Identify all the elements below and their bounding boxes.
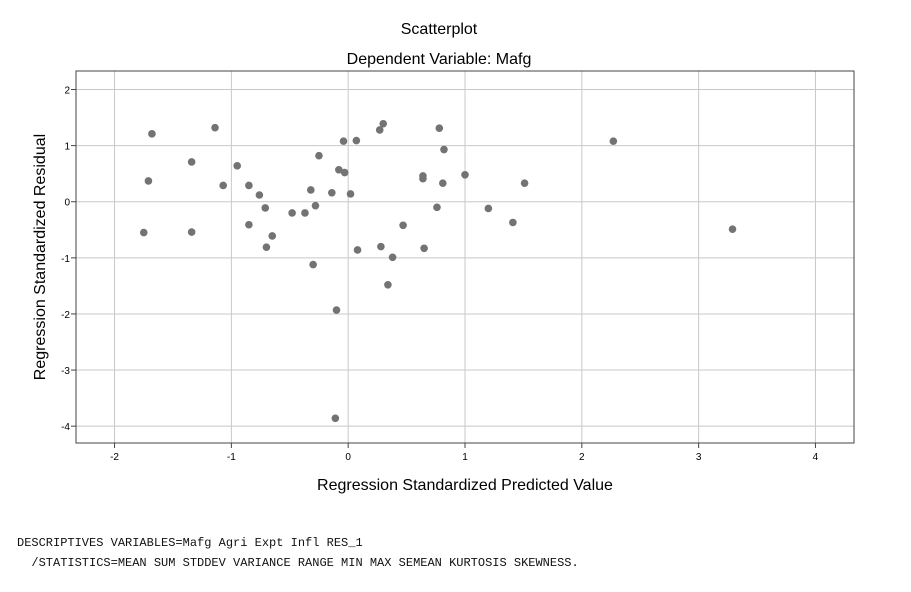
x-tick-label: 0 (345, 452, 351, 463)
scatter-point (435, 124, 444, 133)
scatter-point (219, 181, 227, 190)
scatter-point (340, 168, 349, 177)
scatter-point (609, 137, 618, 145)
scatter-point (301, 209, 309, 217)
x-tick-label: 4 (813, 452, 819, 463)
x-tick-label: 1 (462, 452, 468, 463)
x-axis-label: Regression Standardized Predicted Value (317, 477, 613, 494)
y-tick-label: -3 (61, 366, 70, 377)
scatter-point (520, 179, 529, 188)
x-tick-label: -2 (110, 452, 119, 463)
scatter-point (307, 186, 315, 194)
scatter-point (352, 136, 361, 145)
scatter-point (439, 179, 447, 188)
scatter-point (419, 174, 427, 183)
y-tick-label: -1 (61, 254, 70, 265)
scatter-point (311, 201, 320, 210)
scatter-point (388, 253, 397, 262)
scatter-point (384, 280, 392, 289)
scatter-point (440, 145, 448, 154)
scatter-point (377, 242, 385, 251)
scatter-point (728, 225, 737, 234)
grid-lines (76, 71, 854, 443)
scatter-point (484, 204, 493, 213)
scatter-point (211, 123, 219, 132)
chart-subtitle: Dependent Variable: Mafg (347, 51, 532, 68)
y-tick-label: 0 (64, 198, 70, 209)
scatter-point (268, 232, 277, 240)
scatter-point (331, 414, 340, 423)
x-tick-label: 3 (696, 452, 702, 463)
x-tick-label: -1 (227, 452, 236, 463)
scatter-point (139, 228, 148, 237)
scatter-point (245, 220, 253, 229)
syntax-line-1: DESCRIPTIVES VARIABLES=Mafg Agri Expt In… (17, 536, 363, 550)
scatter-point (245, 181, 253, 190)
x-tick-label: 2 (579, 452, 585, 463)
scatter-point (261, 204, 270, 212)
scatter-point (288, 209, 296, 217)
scatter-point (335, 165, 343, 174)
scatter-point (379, 119, 388, 128)
scatter-point (399, 221, 407, 230)
syntax-line-2: /STATISTICS=MEAN SUM STDDEV VARIANCE RAN… (17, 556, 579, 570)
scatter-point (461, 171, 469, 179)
scatter-point (233, 162, 242, 170)
scatter-point (328, 188, 336, 197)
scatter-point (339, 137, 348, 145)
scatter-point (433, 203, 441, 212)
scatter-point (187, 158, 196, 166)
y-tick-label: 2 (64, 86, 70, 97)
scatterplot-chart: Scatterplot Dependent Variable: Mafg -2-… (32, 21, 855, 494)
y-tick-label: -4 (61, 422, 70, 433)
scatter-point (148, 130, 156, 138)
data-points (139, 119, 737, 423)
scatter-point (262, 243, 271, 251)
scatter-point (315, 151, 323, 160)
scatter-point (187, 228, 196, 236)
scatter-point (353, 246, 362, 254)
scatter-point (144, 177, 153, 185)
chart-title: Scatterplot (401, 21, 478, 38)
axis-ticks: -2 -1 0 1 2 3 4 -4 -3 -2 -1 0 1 2 (61, 86, 819, 463)
y-axis-label: Regression Standardized Residual (32, 134, 49, 380)
scatter-point (346, 190, 355, 198)
y-tick-label: -2 (61, 310, 70, 321)
scatter-point (255, 191, 264, 199)
scatter-point (509, 218, 517, 227)
scatter-point (420, 244, 428, 253)
scatter-point (332, 306, 341, 314)
y-tick-label: 1 (64, 142, 70, 153)
scatter-point (375, 126, 384, 134)
scatter-point (309, 260, 317, 269)
